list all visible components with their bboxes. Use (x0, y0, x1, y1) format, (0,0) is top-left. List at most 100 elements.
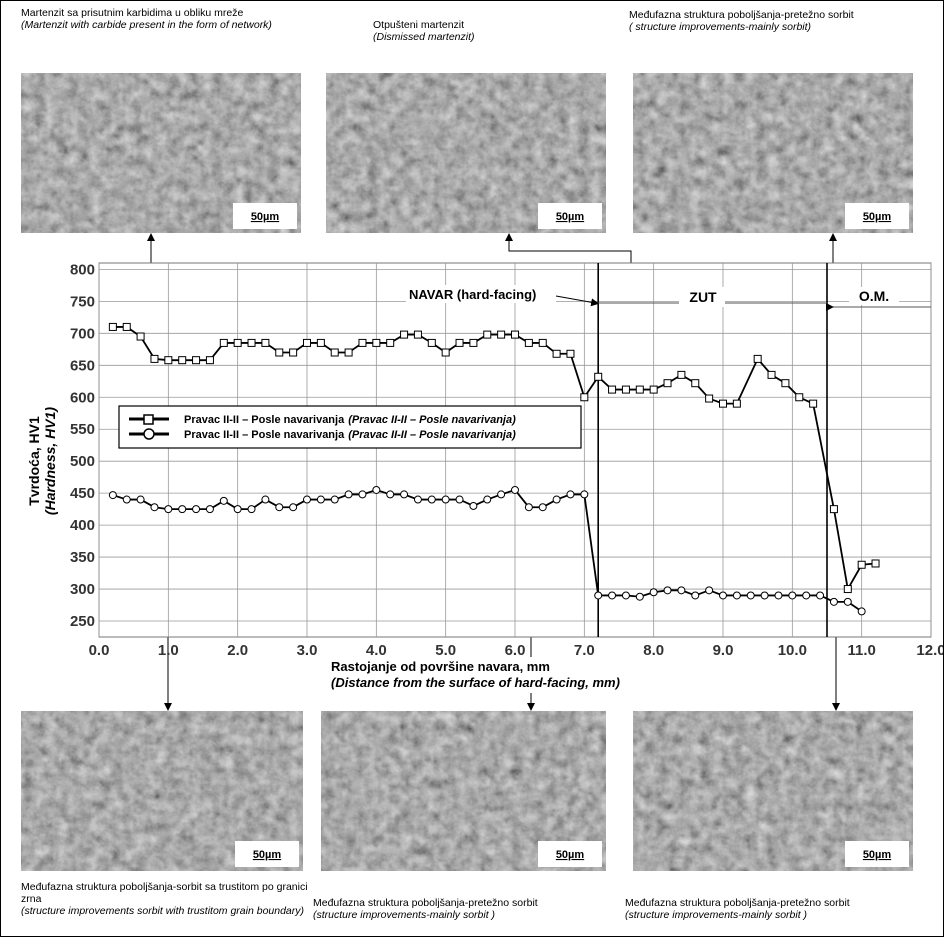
scale-box (845, 203, 909, 229)
data-point (192, 356, 201, 365)
micrograph: 50µm (633, 711, 913, 871)
data-point (663, 379, 672, 388)
legend-marker (143, 414, 154, 425)
data-point (372, 338, 381, 347)
scale-label: 50µm (253, 849, 282, 861)
x-title-bg (326, 657, 704, 693)
micrograph: 50µm (633, 73, 913, 233)
data-point (497, 490, 506, 499)
data-point (400, 490, 409, 499)
data-point (719, 399, 727, 408)
data-point (608, 385, 617, 394)
x-tick-label: 11.0 (847, 642, 875, 659)
caption-translation: (Dismissed martenzit) (373, 31, 475, 43)
data-point (621, 385, 630, 394)
annotation-bg (406, 285, 556, 303)
caption: Međufazna struktura poboljšanja-pretežno… (625, 897, 935, 921)
scale-box (538, 203, 602, 229)
data-point (275, 503, 284, 512)
data-point (386, 490, 395, 499)
data-point (275, 348, 284, 357)
y-tick-label: 600 (70, 389, 95, 406)
legend-name-translation: (Pravac II-II – Posle navarivanja) (348, 429, 516, 441)
data-point (511, 330, 519, 339)
caption: Međufazna struktura poboljšanja-sorbit s… (21, 881, 311, 917)
caption: Međufazna struktura poboljšanja-pretežno… (629, 9, 929, 33)
data-point (136, 495, 145, 504)
y-tick-label: 750 (70, 293, 95, 310)
caption-text: Martenzit sa prisutnim karbidima u oblik… (21, 7, 244, 19)
data-point (649, 588, 658, 597)
data-point (483, 495, 492, 504)
legend-name: Pravac II-II – Posle navarivanja (184, 414, 345, 426)
data-point (316, 495, 325, 504)
data-point (809, 399, 818, 408)
data-point (247, 338, 256, 347)
data-point (843, 585, 852, 594)
x-axis-title-translation: (Distance from the surface of hard-facin… (331, 675, 620, 690)
zone-annotation: NAVAR (hard-facing) (409, 287, 536, 302)
data-point (566, 349, 575, 358)
x-tick-label: 7.0 (574, 642, 595, 659)
caption-translation: (structure improvements-mainly sorbit ) (625, 909, 808, 921)
legend-label: Pravac II-II – Posle navarivanja (Pravac … (184, 429, 516, 441)
annotation-bg (679, 287, 725, 307)
data-point (795, 393, 804, 402)
data-point (205, 356, 214, 365)
data-point (705, 586, 714, 595)
data-point (829, 597, 838, 606)
data-point (219, 338, 228, 347)
data-point (261, 338, 270, 347)
data-point (538, 503, 547, 512)
micrograph: 50µm (21, 73, 301, 233)
data-point (719, 591, 727, 600)
caption-text: Međufazna struktura poboljšanja-sorbit s… (21, 881, 308, 905)
data-point (108, 491, 117, 500)
data-point (400, 330, 409, 339)
data-point (594, 591, 603, 600)
x-tick-label: 5.0 (435, 642, 456, 659)
scale-label: 50µm (556, 849, 585, 861)
x-tick-label: 2.0 (227, 642, 248, 659)
scale-box (538, 841, 602, 867)
data-point (677, 586, 686, 595)
y-tick-label: 450 (70, 485, 95, 502)
data-point (767, 370, 776, 379)
data-point (566, 490, 575, 499)
data-point (261, 495, 270, 504)
legend-box (118, 405, 582, 449)
scale-label: 50µm (251, 211, 280, 223)
caption-text: Međufazna struktura poboljšanja-pretežno… (629, 9, 854, 21)
data-point (663, 586, 672, 595)
micrograph: 50µm (321, 711, 606, 871)
y-tick-label: 700 (70, 325, 95, 342)
data-point (524, 338, 533, 347)
data-point (705, 394, 714, 403)
data-point (122, 322, 131, 331)
scale-box (233, 203, 297, 229)
data-point (108, 322, 117, 331)
data-point (843, 597, 852, 606)
y-tick-label: 650 (70, 357, 95, 374)
legend-label: Pravac II-II – Posle navarivanja (Pravac … (184, 414, 516, 426)
x-tick-label: 8.0 (643, 642, 664, 659)
caption: Otpušteni martenzit (Dismissed martenzit) (373, 19, 613, 43)
data-point (621, 591, 630, 600)
micrograph: 50µm (21, 711, 303, 871)
data-point (150, 354, 159, 363)
data-point (829, 505, 838, 514)
data-point (455, 495, 464, 504)
zone-annotation: ZUT (689, 289, 717, 305)
y-axis-title-text: Tvrdoća, HV1 (26, 416, 42, 506)
data-point (691, 591, 700, 600)
data-point (303, 338, 311, 347)
data-point (802, 591, 811, 600)
caption-text: Međufazna struktura poboljšanja-pretežno… (313, 897, 538, 909)
data-point (427, 338, 436, 347)
caption-translation: (structure improvements sorbit with trus… (21, 905, 305, 917)
data-point (233, 338, 242, 347)
legend-name: Pravac II-II – Posle navarivanja (184, 429, 345, 441)
data-point (455, 338, 464, 347)
data-point (164, 505, 173, 514)
data-point (732, 591, 741, 600)
